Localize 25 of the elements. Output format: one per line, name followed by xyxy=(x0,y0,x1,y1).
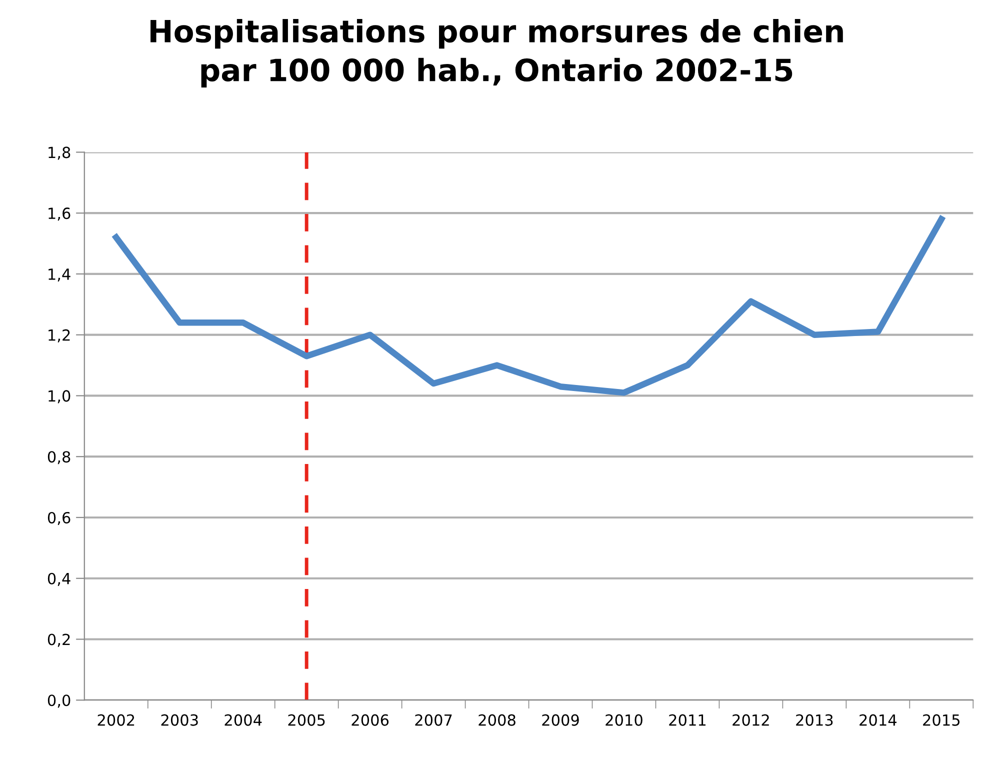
y-tick-label: 1,2 xyxy=(48,329,70,342)
x-tick-label: 2007 xyxy=(415,714,452,726)
y-tick-label: 0,6 xyxy=(48,512,70,526)
x-tick-label: 2003 xyxy=(161,714,198,726)
x-tick-label: 2014 xyxy=(860,714,896,726)
chart-title: Hospitalisations pour morsures de chien par 100 000 hab., Ontario 2002-15 xyxy=(150,19,843,88)
y-tick-label: 1,0 xyxy=(48,390,70,404)
x-tick-label: 2013 xyxy=(796,714,833,726)
x-tick-label: 2006 xyxy=(352,714,389,726)
y-tick-label: 1,8 xyxy=(48,146,70,160)
x-tick-label: 2008 xyxy=(478,714,516,726)
y-tick-label: 1,4 xyxy=(48,268,70,282)
x-tick-label: 2010 xyxy=(606,714,642,726)
x-tick-label: 2015 xyxy=(923,714,960,726)
y-tick-label: 1,6 xyxy=(48,208,70,221)
x-tick-label: 2002 xyxy=(98,714,134,726)
x-tick-label: 2009 xyxy=(542,714,579,726)
y-tick-label: 0,4 xyxy=(48,572,70,586)
x-tick-label: 2004 xyxy=(224,714,262,726)
y-tick-label: 0,0 xyxy=(48,694,70,708)
x-tick-label: 2011 xyxy=(669,714,706,726)
y-tick-label: 0,2 xyxy=(48,634,70,647)
x-tick-label: 2012 xyxy=(732,714,769,726)
x-tick-label: 2005 xyxy=(288,714,325,726)
y-tick-label: 0,8 xyxy=(48,451,70,464)
